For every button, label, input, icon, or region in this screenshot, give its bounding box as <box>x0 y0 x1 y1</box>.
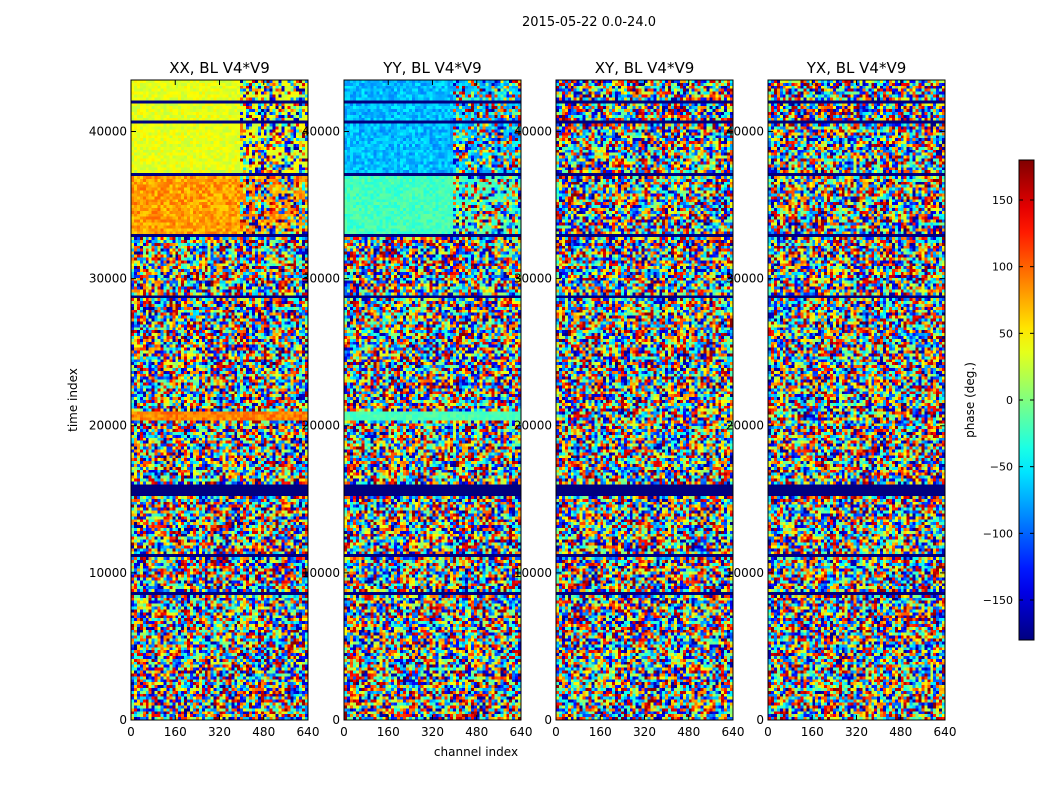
x-tick-label: 160 <box>801 725 824 739</box>
y-tick-label: 0 <box>756 713 764 727</box>
x-tick-label: 640 <box>722 725 745 739</box>
colorbar: 150 100 50 0 −50 −100 −150 <box>983 159 1035 641</box>
y-tick-label: 0 <box>119 713 127 727</box>
x-tick-label: 0 <box>127 725 135 739</box>
y-tick-label: 0 <box>332 713 340 727</box>
y-tick-label: 10000 <box>302 566 340 580</box>
colorbar-tick-label: 150 <box>992 194 1013 207</box>
y-tick-label: 10000 <box>514 566 552 580</box>
colorbar-tick-label: 50 <box>999 327 1013 340</box>
x-tick-label: 0 <box>340 725 348 739</box>
y-tick-label: 30000 <box>89 272 127 286</box>
heatmap-image <box>556 80 733 720</box>
x-tick-label: 160 <box>589 725 612 739</box>
colorbar-tick-label: −100 <box>983 527 1013 540</box>
figure-title: 2015-05-22 0.0-24.0 <box>522 15 656 30</box>
y-tick-label: 30000 <box>302 272 340 286</box>
x-tick-label: 160 <box>377 725 400 739</box>
x-tick-label: 320 <box>845 725 868 739</box>
y-tick-label: 40000 <box>89 124 127 138</box>
colorbar-label: phase (deg.) <box>963 362 977 438</box>
heatmap-image <box>131 80 308 720</box>
x-tick-label: 320 <box>633 725 656 739</box>
y-tick-label: 40000 <box>514 124 552 138</box>
y-tick-label: 20000 <box>302 419 340 433</box>
x-axis-label: channel index <box>434 745 518 759</box>
panel-title: YX, BL V4*V9 <box>806 59 907 77</box>
x-tick-label: 0 <box>552 725 560 739</box>
colorbar-tick-label: −50 <box>990 461 1013 474</box>
x-tick-label: 480 <box>677 725 700 739</box>
panel-title: XY, BL V4*V9 <box>595 59 695 77</box>
y-tick-label: 40000 <box>726 124 764 138</box>
panel-title: YY, BL V4*V9 <box>382 59 481 77</box>
y-tick-label: 10000 <box>726 566 764 580</box>
x-tick-label: 160 <box>164 725 187 739</box>
colorbar-tick-label: 0 <box>1006 394 1013 407</box>
y-tick-label: 0 <box>544 713 552 727</box>
y-tick-label: 20000 <box>726 419 764 433</box>
x-tick-label: 320 <box>208 725 231 739</box>
colorbar-tick-label: −150 <box>983 594 1013 607</box>
x-tick-label: 480 <box>252 725 275 739</box>
y-axis-label: time index <box>66 368 80 432</box>
heatmap-image <box>768 80 945 720</box>
y-tick-label: 20000 <box>89 419 127 433</box>
panels: XX, BL V4*V9 0 160 320 480 640 0 10000 20000 3000… <box>89 59 957 739</box>
panel-xx: XX, BL V4*V9 0 160 320 480 640 0 10000 20000 3000… <box>89 59 320 739</box>
x-tick-label: 480 <box>889 725 912 739</box>
y-tick-label: 30000 <box>514 272 552 286</box>
panel-yx: YX, BL V4*V9 0 160 320 480 640 0 10000 20000 3000… <box>726 59 957 739</box>
x-tick-label: 640 <box>297 725 320 739</box>
heatmap-image <box>344 80 521 720</box>
y-tick-label: 10000 <box>89 566 127 580</box>
y-tick-label: 20000 <box>514 419 552 433</box>
y-tick-label: 40000 <box>302 124 340 138</box>
x-tick-label: 0 <box>764 725 772 739</box>
x-tick-label: 640 <box>510 725 533 739</box>
panel-yy: YY, BL V4*V9 0 160 320 480 640 0 10000 20000 3000… <box>302 59 533 739</box>
colorbar-tick-label: 100 <box>992 261 1013 274</box>
x-tick-label: 640 <box>934 725 957 739</box>
panel-xy: XY, BL V4*V9 0 160 320 480 640 0 10000 20000 3000… <box>514 59 745 739</box>
x-tick-label: 320 <box>421 725 444 739</box>
panel-title: XX, BL V4*V9 <box>169 59 270 77</box>
x-tick-label: 480 <box>465 725 488 739</box>
y-tick-label: 30000 <box>726 272 764 286</box>
